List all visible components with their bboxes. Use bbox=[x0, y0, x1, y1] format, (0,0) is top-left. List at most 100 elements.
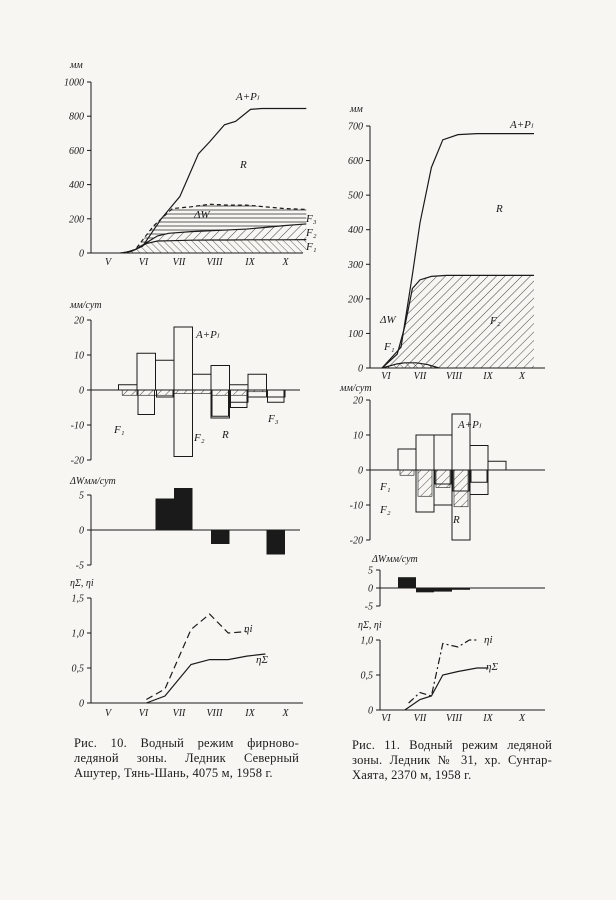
f11-rate-aplus-bar bbox=[397, 448, 417, 471]
f10-eta-i-label: ηi bbox=[244, 623, 253, 635]
f11-cum-x-tick-label: IX bbox=[482, 371, 493, 382]
f10-eta-y-tick-label: 1,0 bbox=[72, 629, 85, 640]
f10-rate-f-bar bbox=[173, 389, 193, 394]
f11-label-f1: F₁ bbox=[383, 341, 395, 353]
f10-rate-aplus-bar bbox=[266, 389, 286, 398]
f10-cum-x-tick-label: IX bbox=[244, 257, 255, 268]
f10-rate-label-aplus: A+Pₗ bbox=[195, 329, 220, 341]
f11-f1-line bbox=[381, 362, 440, 369]
f10-rate-r-bar bbox=[267, 389, 285, 403]
f11-eta-sigma-line bbox=[404, 667, 489, 711]
f10-dw-bar bbox=[211, 530, 230, 544]
f11-f2-area bbox=[382, 275, 534, 368]
f11-cum-x-tick-label: VIII bbox=[446, 371, 463, 382]
f11-rate-f-bar bbox=[399, 469, 415, 476]
f10-eta-x-tick-label: VII bbox=[173, 708, 186, 719]
f10-dw-y-tick-label: -5 bbox=[76, 561, 84, 572]
f11-eta-unit: ηΣ, ηi bbox=[358, 620, 382, 631]
f10-rate-unit: мм/сут bbox=[69, 300, 102, 311]
f11-rate-f-bar bbox=[417, 469, 433, 497]
f10-eta-sigma-label: ηΣ bbox=[256, 654, 268, 666]
f10-cum-x-tick-label: VII bbox=[173, 257, 186, 268]
f11-rate-label-f2: F₂ bbox=[379, 504, 391, 516]
f11-dw-y-tick-label: -5 bbox=[365, 602, 373, 613]
f10-aplus-line bbox=[120, 107, 307, 254]
f11-dw-y-tick-label: 5 bbox=[368, 566, 373, 577]
f11-eta-x-tick-label: VII bbox=[414, 713, 427, 724]
f11-cum-x-tick-label: VI bbox=[381, 371, 391, 382]
f10-rate-aplus-bar bbox=[118, 384, 138, 391]
f10-f3-line bbox=[123, 203, 307, 254]
f10-eta-x-tick-label: X bbox=[281, 708, 289, 719]
f10-rate-y-tick-label: -20 bbox=[71, 456, 84, 467]
f11-rate-label-aplus: A+Pₗ bbox=[457, 419, 482, 431]
f11-cum-y-tick-label: 0 bbox=[358, 364, 363, 375]
f10-cum-y-tick-label: 600 bbox=[69, 146, 84, 157]
f11-cum-y-tick-label: 300 bbox=[347, 260, 363, 271]
f10-cum-y-tick-label: 1000 bbox=[64, 78, 84, 89]
f10-rate-y-tick-label: -10 bbox=[71, 421, 84, 432]
f10-eta-sigma-line bbox=[146, 653, 266, 704]
caption-fig11: Рис. 11. Водный режим ледяной зоны. Ледн… bbox=[352, 738, 552, 782]
f10-eta-x-tick-label: VI bbox=[139, 708, 149, 719]
f10-dw-bar bbox=[155, 498, 174, 530]
f11-rate-y-tick-label: -20 bbox=[350, 536, 363, 547]
f11-dw-y-tick-label: 0 bbox=[368, 584, 373, 595]
f10-dw-y-tick-label: 5 bbox=[79, 491, 84, 502]
f10-f2-area bbox=[124, 223, 307, 253]
f11-cum-x-tick-label: X bbox=[518, 371, 526, 382]
f11-rate-label-r: R bbox=[452, 514, 460, 526]
f10-dw-area bbox=[124, 204, 307, 253]
f11-cum-y-tick-label: 700 bbox=[348, 122, 363, 133]
f10-label-f2: F₂ bbox=[305, 227, 317, 239]
f11-label-aplus: A+Pₗ bbox=[509, 119, 534, 131]
f11-eta-x-tick-label: IX bbox=[482, 713, 493, 724]
f11-eta-x-tick-label: VIII bbox=[446, 713, 463, 724]
f11-rate-f-bar bbox=[453, 469, 469, 508]
f10-rate-f-bar bbox=[247, 389, 267, 393]
f10-cum-y-tick-label: 200 bbox=[69, 214, 84, 225]
f10-rate-y-tick-label: 0 bbox=[79, 386, 84, 397]
f10-cum-y-tick-label: 0 bbox=[79, 249, 84, 260]
f11-rate-y-tick-label: 20 bbox=[353, 396, 363, 407]
f11-rate-label-f1: F₁ bbox=[379, 481, 391, 493]
f10-cum-x-tick-label: VI bbox=[139, 257, 149, 268]
f10-eta-x-tick-label: VIII bbox=[206, 708, 223, 719]
f10-label-dw: ΔW bbox=[193, 209, 210, 221]
f10-cum-y-tick-label: 800 bbox=[69, 112, 84, 123]
f11-rate-f-bar bbox=[435, 469, 451, 488]
f11-dw-bar bbox=[452, 588, 470, 590]
f11-dw-bar bbox=[398, 577, 416, 588]
f11-cum-y-tick-label: 200 bbox=[348, 294, 363, 305]
f11-rate-r-bar bbox=[470, 469, 488, 483]
f11-eta-i-line bbox=[408, 639, 477, 704]
f10-eta-y-tick-label: 0,5 bbox=[72, 664, 85, 675]
f11-dw-unit: ΔWмм/сут bbox=[371, 554, 418, 565]
f10-rate-y-tick-label: 20 bbox=[74, 316, 84, 327]
f10-rate-y-tick-label: 10 bbox=[74, 351, 84, 362]
f11-cum-x-tick-label: VII bbox=[414, 371, 427, 382]
f11-rate-y-tick-label: -10 bbox=[350, 501, 363, 512]
f10-rate-label-r: R bbox=[221, 429, 229, 441]
f10-rate-f-bar bbox=[121, 389, 138, 396]
f11-cum-unit: мм bbox=[349, 104, 363, 115]
f10-label-f3: F₃ bbox=[305, 213, 317, 225]
f11-label-r: R bbox=[495, 203, 503, 215]
f10-rate-f-bar bbox=[136, 389, 175, 396]
f10-eta-x-tick-label: IX bbox=[244, 708, 255, 719]
f11-eta-sigma-label: ηΣ bbox=[486, 661, 498, 673]
f10-cum-unit: мм bbox=[69, 60, 83, 71]
f10-eta-unit: ηΣ, ηi bbox=[70, 578, 94, 589]
f11-rate-unit: мм/сут bbox=[339, 383, 372, 394]
f10-rate-aplus-bar bbox=[247, 373, 267, 398]
f11-aplus-line bbox=[381, 133, 534, 369]
f11-dw-bar bbox=[416, 588, 434, 593]
f10-rate-label-f3: F₃ bbox=[267, 413, 279, 425]
f10-cum-y-tick-label: 400 bbox=[69, 180, 84, 191]
f11-cum-y-tick-label: 500 bbox=[348, 191, 363, 202]
f10-dw-bar bbox=[266, 530, 285, 555]
f11-rate-aplus-bar bbox=[487, 460, 507, 471]
f11-rate-y-tick-label: 0 bbox=[358, 466, 363, 477]
